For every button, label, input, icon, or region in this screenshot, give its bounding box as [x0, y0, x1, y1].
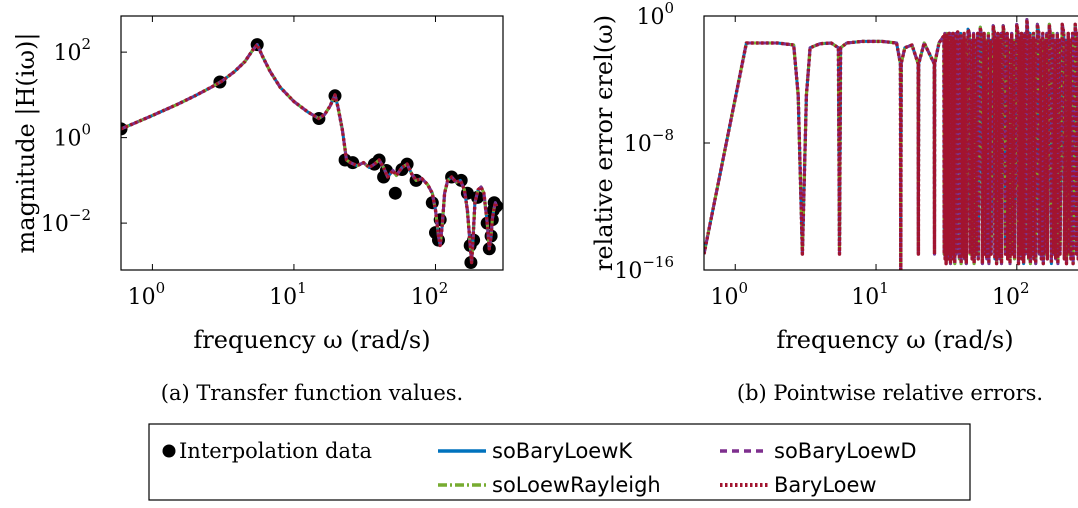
y-tick-label: 10−16: [614, 253, 674, 284]
y-tick-exponent: −2: [69, 206, 91, 224]
legend-label: soBaryLoewK: [492, 439, 633, 463]
x-tick-label: 101: [269, 279, 307, 310]
series-baryloew: [704, 17, 1078, 270]
y-axis-label: magnitude |H(iω)|: [12, 33, 41, 254]
y-tick-label: 10−8: [624, 126, 674, 157]
x-tick-label: 101: [851, 279, 889, 310]
legend-label: Interpolation data: [179, 439, 372, 463]
legend-item-baryloew: BaryLoew: [720, 473, 877, 497]
x-axis-label: frequency ω (rad/s): [193, 326, 430, 354]
interpolation-point: [388, 186, 402, 200]
legend-item-interp: Interpolation data: [162, 439, 372, 463]
y-tick-exponent: −16: [642, 253, 674, 271]
legend-label: soBaryLoewD: [774, 439, 917, 463]
x-tick-label: 102: [992, 279, 1030, 310]
x-tick-exponent: 2: [1020, 279, 1030, 297]
x-tick-exponent: 0: [738, 279, 748, 297]
legend: Interpolation data soBaryLoewK soBaryLoewD…: [148, 423, 971, 501]
x-tick-label: 100: [710, 279, 748, 310]
chart-caption: (a) Transfer function values.: [161, 381, 463, 405]
x-axis-label: frequency ω (rad/s): [776, 326, 1013, 354]
y-tick-label: 10−2: [41, 206, 91, 237]
legend-label: soLoewRayleigh: [492, 473, 661, 497]
y-tick-exponent: 0: [664, 0, 674, 17]
x-tick-label: 100: [128, 279, 166, 310]
legend-marker: [162, 444, 176, 458]
x-tick-exponent: 0: [156, 279, 166, 297]
y-tick-exponent: −8: [652, 126, 674, 144]
x-tick-exponent: 1: [297, 279, 307, 297]
legend-item-sobaryloewk: soBaryLoewK: [438, 439, 633, 463]
y-tick-exponent: 0: [81, 121, 91, 139]
legend-item-sobaryloewd: soBaryLoewD: [720, 439, 917, 463]
y-tick-label: 100: [53, 121, 91, 152]
x-tick-exponent: 1: [879, 279, 889, 297]
y-tick-label: 102: [53, 35, 91, 66]
x-tick-label: 102: [411, 279, 449, 310]
plot-frame: [120, 15, 504, 271]
chart-caption: (b) Pointwise relative errors.: [737, 381, 1043, 405]
legend-item-soloewrayleigh: soLoewRayleigh: [438, 473, 661, 497]
legend-label: BaryLoew: [774, 473, 877, 497]
x-tick-exponent: 2: [439, 279, 449, 297]
series-baryloew: [121, 42, 499, 265]
y-tick-label: 100: [636, 0, 674, 30]
y-tick-exponent: 2: [81, 35, 91, 53]
y-axis-label: relative error ϵrel(ω): [590, 15, 618, 271]
legend-box: [148, 423, 971, 501]
